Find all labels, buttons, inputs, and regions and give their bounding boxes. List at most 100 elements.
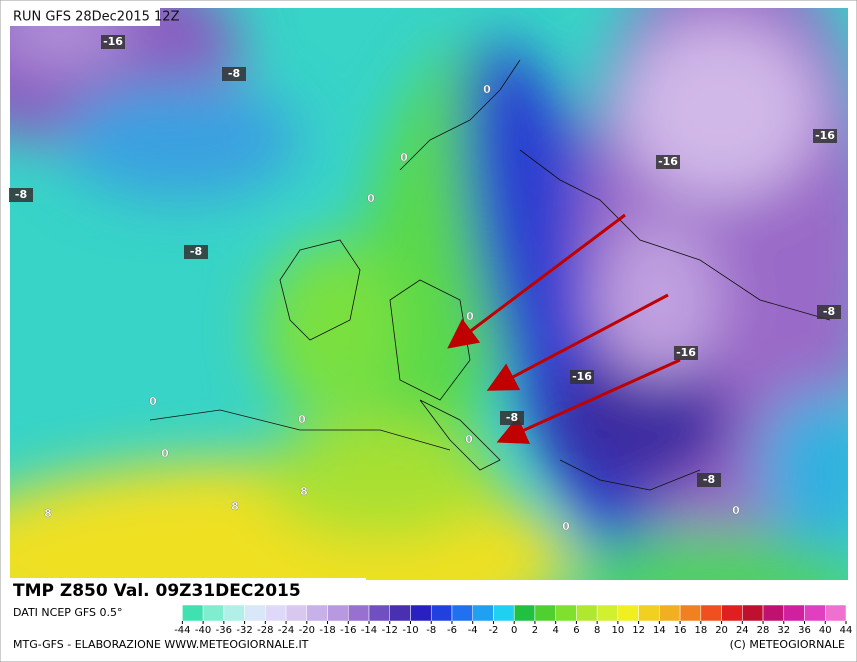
legend-tick-label: -14 bbox=[361, 625, 377, 636]
legend-tick-label: 12 bbox=[632, 625, 645, 636]
run-label: RUN GFS 28Dec2015 12Z bbox=[13, 10, 180, 25]
legend-tick-label: 32 bbox=[777, 625, 790, 636]
label-box bbox=[184, 245, 208, 259]
legend-cell bbox=[182, 604, 204, 622]
legend-cell bbox=[534, 604, 556, 622]
contour-label: -8 bbox=[190, 245, 202, 258]
legend-tick-label: 2 bbox=[532, 625, 538, 636]
legend-cell bbox=[742, 604, 764, 622]
legend-tick-label: -4 bbox=[468, 625, 478, 636]
legend-tick-label: 44 bbox=[840, 625, 853, 636]
contour-label: -16 bbox=[103, 35, 123, 48]
label-box bbox=[570, 370, 594, 384]
legend-cell bbox=[265, 604, 287, 622]
legend-tick-label: -16 bbox=[340, 625, 356, 636]
contour-label: -16 bbox=[658, 155, 678, 168]
legend-tick-label: -20 bbox=[299, 625, 315, 636]
contour-label: 0 bbox=[367, 192, 375, 205]
product-box bbox=[10, 578, 366, 602]
legend-cell bbox=[555, 604, 577, 622]
legend-cell bbox=[451, 604, 473, 622]
contour-label: -16 bbox=[676, 346, 696, 359]
contour-label: 0 bbox=[732, 504, 740, 517]
legend-cell bbox=[368, 604, 391, 622]
legend-tick-label: 6 bbox=[573, 625, 579, 636]
contour-label: 8 bbox=[300, 485, 308, 498]
product-label: TMP Z850 Val. 09Z31DEC2015 bbox=[13, 581, 301, 601]
legend-cell bbox=[327, 604, 349, 622]
contour-label: -8 bbox=[506, 411, 518, 424]
label-box bbox=[656, 155, 680, 169]
legend-cell bbox=[223, 604, 245, 622]
legend-cell bbox=[825, 604, 847, 622]
label-box bbox=[674, 346, 698, 360]
legend-cell bbox=[783, 604, 805, 622]
legend-tick-label: 24 bbox=[736, 625, 749, 636]
legend-cell bbox=[679, 604, 702, 622]
contour-label: 0 bbox=[298, 413, 306, 426]
legend-tick-label: -2 bbox=[488, 625, 498, 636]
legend-tick-label: -18 bbox=[319, 625, 335, 636]
contour-label: -16 bbox=[572, 370, 592, 383]
label-box bbox=[500, 411, 524, 425]
label-box bbox=[101, 35, 125, 49]
label-box bbox=[813, 129, 837, 143]
legend-tick-label: 40 bbox=[819, 625, 832, 636]
legend-cell bbox=[576, 604, 598, 622]
legend-cell bbox=[348, 604, 370, 622]
credit-label: MTG-GFS - ELABORAZIONE WWW.METEOGIORNALE… bbox=[13, 638, 309, 651]
legend-cell bbox=[596, 604, 619, 622]
legend-cell bbox=[306, 604, 328, 622]
legend-cell bbox=[472, 604, 494, 622]
legend-tick-label: 36 bbox=[798, 625, 811, 636]
source-label: DATI NCEP GFS 0.5° bbox=[13, 606, 123, 619]
label-box bbox=[817, 305, 841, 319]
contour-labels: -16 -8 0 -16 -16 0 0 -8 -8 -8 0 -16 -16 0 0 -8 0 0 8 8 8 -8 0 0 bbox=[9, 35, 841, 533]
contour-label: 0 bbox=[161, 447, 169, 460]
legend-tick-label: 28 bbox=[757, 625, 770, 636]
contour-label: -8 bbox=[823, 305, 835, 318]
legend-cell bbox=[804, 604, 826, 622]
legend-tick-label: -44 bbox=[174, 625, 190, 636]
contour-label: 0 bbox=[466, 310, 474, 323]
legend-tick-label: -24 bbox=[278, 625, 294, 636]
legend-tick-label: 0 bbox=[511, 625, 517, 636]
legend-tick-label: 16 bbox=[674, 625, 687, 636]
contour-label: -8 bbox=[228, 67, 240, 80]
legend-cell bbox=[721, 604, 743, 622]
arrows bbox=[447, 213, 681, 444]
contour-label: -16 bbox=[815, 129, 835, 142]
legend-cell bbox=[700, 604, 722, 622]
contour-label: 0 bbox=[562, 520, 570, 533]
contour-label: 0 bbox=[465, 433, 473, 446]
legend-cell bbox=[493, 604, 515, 622]
legend-tick-label: 18 bbox=[694, 625, 707, 636]
label-box bbox=[697, 473, 721, 487]
contour-label: 0 bbox=[483, 83, 491, 96]
contour-label: 0 bbox=[400, 151, 408, 164]
legend-tick-label: -32 bbox=[236, 625, 252, 636]
copyright-label: (C) METEOGIORNALE bbox=[730, 638, 845, 651]
contour-label: 8 bbox=[44, 507, 52, 520]
legend-cell bbox=[659, 604, 681, 622]
legend-cell bbox=[513, 604, 536, 622]
legend-cell bbox=[762, 604, 785, 622]
legend-tick-label: -6 bbox=[447, 625, 457, 636]
legend-tick-label: -10 bbox=[402, 625, 418, 636]
legend-tick-label: 10 bbox=[612, 625, 625, 636]
legend-tick-label: 4 bbox=[552, 625, 558, 636]
legend-cell bbox=[389, 604, 411, 622]
contour-label: -8 bbox=[15, 188, 27, 201]
legend-cell bbox=[410, 604, 432, 622]
legend-tick-label: -36 bbox=[216, 625, 232, 636]
legend-cell bbox=[638, 604, 660, 622]
legend-tick-label: 20 bbox=[715, 625, 728, 636]
legend-cell bbox=[430, 604, 453, 622]
color-legend: -44 -40 -36 -32 -28 -24 -20 -18 -16 -14 -12 -10 -8 -6… bbox=[174, 604, 853, 636]
label-box bbox=[222, 67, 246, 81]
legend-tick-label: 8 bbox=[594, 625, 600, 636]
legend-tick-label: -40 bbox=[195, 625, 211, 636]
